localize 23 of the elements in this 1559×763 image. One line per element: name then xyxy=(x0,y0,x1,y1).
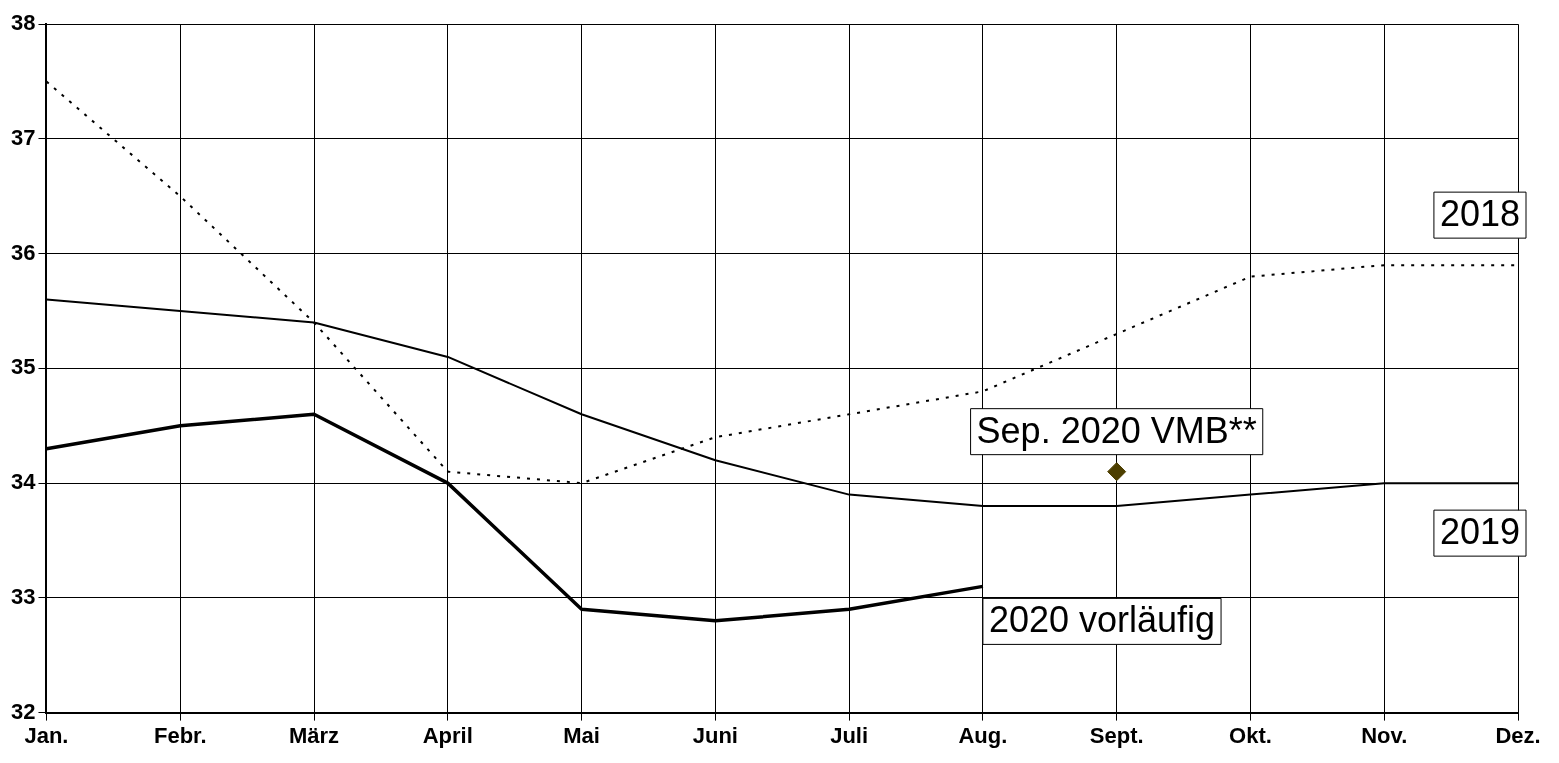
x-tick-label: Febr. xyxy=(153,722,207,748)
x-tick-label: Dez. xyxy=(1495,722,1541,748)
series-label: Sep. 2020 VMB** xyxy=(976,409,1257,451)
x-tick-label: Okt. xyxy=(1229,722,1272,748)
y-tick-label: 37 xyxy=(10,125,36,150)
series-label: 2018 xyxy=(1439,193,1521,235)
x-tick-label: Jan. xyxy=(24,722,69,748)
y-tick-label: 35 xyxy=(10,354,36,380)
x-tick-label: Nov. xyxy=(1361,722,1408,748)
series-label: 2019 xyxy=(1439,511,1521,553)
x-tick-label: Aug. xyxy=(958,722,1008,748)
x-tick-label: Mai xyxy=(563,722,600,748)
x-tick-label: Juni xyxy=(692,722,738,748)
y-tick-label: 32 xyxy=(10,698,36,724)
y-tick-label: 36 xyxy=(10,239,36,265)
x-tick-label: April xyxy=(422,722,473,748)
y-tick-label: 33 xyxy=(10,583,36,609)
y-tick-label: 34 xyxy=(10,469,37,495)
x-tick-label: Juli xyxy=(830,722,869,748)
y-tick-label: 38 xyxy=(10,10,36,36)
series-label: 2020 vorläufig xyxy=(988,599,1216,641)
x-tick-label: Sept. xyxy=(1089,722,1144,748)
x-tick-label: März xyxy=(288,722,340,748)
